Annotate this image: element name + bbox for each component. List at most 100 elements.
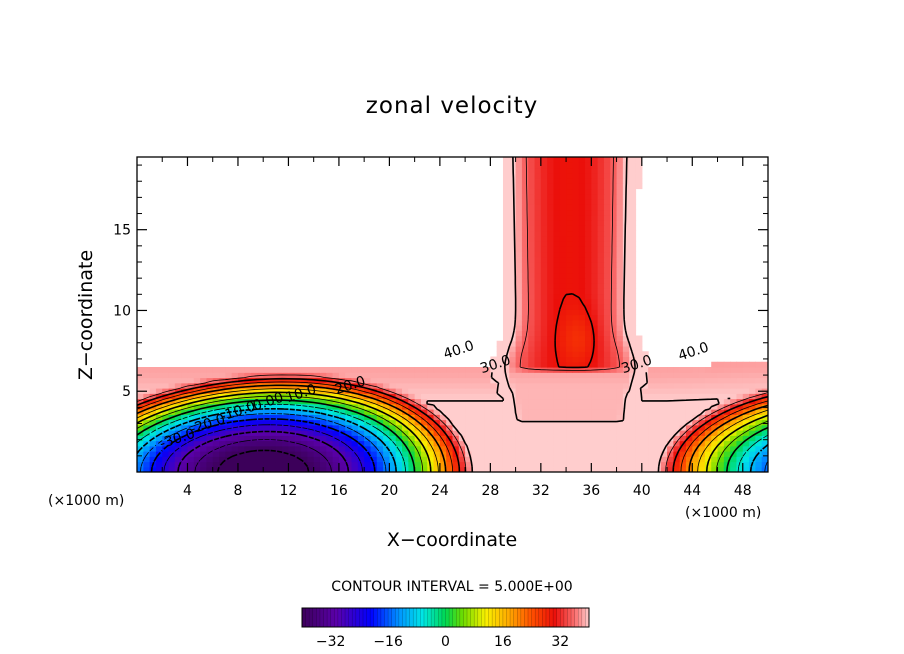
contour-line xyxy=(150,418,376,472)
x-axis: 4 8 12 16 20 24 28 32 36 40 44 48 xyxy=(161,157,752,499)
colorbar-swatch xyxy=(524,608,529,627)
colorbar-swatch xyxy=(571,608,576,627)
contour-line xyxy=(137,403,768,472)
colorbar-swatch xyxy=(427,608,432,627)
colorbar-swatch xyxy=(528,608,532,627)
colorbar-swatch xyxy=(556,608,561,627)
contour-label: 40.0 xyxy=(442,338,477,363)
colorbar-swatch xyxy=(345,608,350,627)
colorbar-swatch xyxy=(384,608,389,627)
plot-frame xyxy=(136,156,769,473)
colorbar-swatch xyxy=(563,608,568,627)
contour-line xyxy=(137,391,768,472)
colorbar-swatch xyxy=(398,608,403,627)
contour-line xyxy=(216,449,310,472)
colorbar-swatch xyxy=(362,608,367,627)
colorbar-swatch xyxy=(452,608,457,627)
colorbar-swatch xyxy=(484,608,489,627)
x-tick-label: 8 xyxy=(233,483,242,499)
colorbar-swatch xyxy=(334,608,339,627)
colorbar-swatch xyxy=(391,608,396,627)
colorbar-swatch xyxy=(423,608,428,627)
colorbar-swatch xyxy=(366,608,371,627)
colorbar-swatch xyxy=(467,608,472,627)
colorbar-swatch xyxy=(413,608,418,627)
contour-lines xyxy=(137,157,768,472)
x-tick-label: 40 xyxy=(633,483,651,499)
colorbar-swatch xyxy=(517,608,522,627)
colorbar: −32 −16 0 16 32 xyxy=(301,607,590,650)
colorbar-swatch xyxy=(477,608,482,627)
colorbar-swatch xyxy=(510,608,515,627)
contour-line xyxy=(163,424,363,472)
colorbar-swatch xyxy=(581,608,586,627)
colorbar-swatch xyxy=(506,608,511,627)
colorbar-swatch xyxy=(352,608,357,627)
x-tick-label: 28 xyxy=(481,483,499,499)
colorbar-swatch xyxy=(337,608,342,627)
contour-line xyxy=(137,408,768,472)
colorbar-swatch xyxy=(488,608,493,627)
colorbar-swatch xyxy=(327,608,332,627)
colorbar-swatch xyxy=(441,608,446,627)
colorbar-swatch xyxy=(416,608,421,627)
colorbar-swatch xyxy=(355,608,360,627)
colorbar-tick-label: 16 xyxy=(494,634,512,650)
y-axis-label: Z−coordinate xyxy=(75,250,97,380)
x-tick-label: 16 xyxy=(330,483,348,499)
colorbar-swatch xyxy=(309,608,314,627)
contour-line xyxy=(426,157,731,472)
colorbar-swatch xyxy=(406,608,411,627)
colorbar-swatch xyxy=(542,608,547,627)
colorbar-swatch xyxy=(377,608,382,627)
colorbar-swatch xyxy=(578,608,583,627)
colorbar-swatch xyxy=(402,608,407,627)
colorbar-frame xyxy=(301,607,590,628)
chart-title: zonal velocity xyxy=(366,93,538,119)
colorbar-swatch xyxy=(585,608,590,627)
colorbar-swatch xyxy=(434,608,439,627)
x-axis-label: X−coordinate xyxy=(387,529,517,551)
colorbar-swatch xyxy=(545,608,550,627)
y-axis: 5 10 15 xyxy=(113,164,768,457)
colorbar-swatch xyxy=(549,608,554,627)
colorbar-swatch xyxy=(567,608,572,627)
contour-line xyxy=(140,413,768,472)
colorbar-swatch xyxy=(370,608,375,627)
contour-line xyxy=(137,293,768,472)
colorbar-swatch xyxy=(323,608,328,627)
x-tick-label: 20 xyxy=(380,483,398,499)
contour-label: 40.0 xyxy=(676,339,711,364)
x-tick-label: 32 xyxy=(532,483,550,499)
colorbar-swatch xyxy=(502,608,507,627)
x-tick-label: 48 xyxy=(734,483,752,499)
colorbar-swatch xyxy=(538,608,543,627)
colorbar-swatch xyxy=(560,608,565,627)
colorbar-swatch xyxy=(449,608,454,627)
y-tick-label: 15 xyxy=(113,223,131,239)
y-tick-label: 5 xyxy=(122,384,131,400)
colorbar-swatch xyxy=(481,608,486,627)
contour-line xyxy=(137,395,768,472)
colorbar-tick-label: 0 xyxy=(441,634,450,650)
x-tick-label: 24 xyxy=(431,483,449,499)
x-tick-label: 4 xyxy=(183,483,192,499)
colorbar-swatch xyxy=(492,608,497,627)
x-tick-label: 36 xyxy=(582,483,600,499)
contour-line xyxy=(137,388,768,472)
colorbar-swatch xyxy=(574,608,579,627)
x-tick-label: 44 xyxy=(683,483,701,499)
colorbar-swatch xyxy=(459,608,464,627)
colorbar-swatch xyxy=(312,608,317,627)
colorbar-swatch xyxy=(302,608,306,627)
colorbar-swatch xyxy=(409,608,414,627)
colorbar-swatch xyxy=(316,608,321,627)
colorbar-tick-label: −16 xyxy=(373,634,403,650)
x-unit-left: (×1000 m) xyxy=(48,493,124,509)
colorbar-swatch xyxy=(495,608,500,627)
colorbar-swatch xyxy=(470,608,475,627)
contour-line xyxy=(194,439,332,472)
contour-interval-label: CONTOUR INTERVAL = 5.000E+00 xyxy=(331,579,572,595)
colorbar-tick-label: −32 xyxy=(316,634,346,650)
